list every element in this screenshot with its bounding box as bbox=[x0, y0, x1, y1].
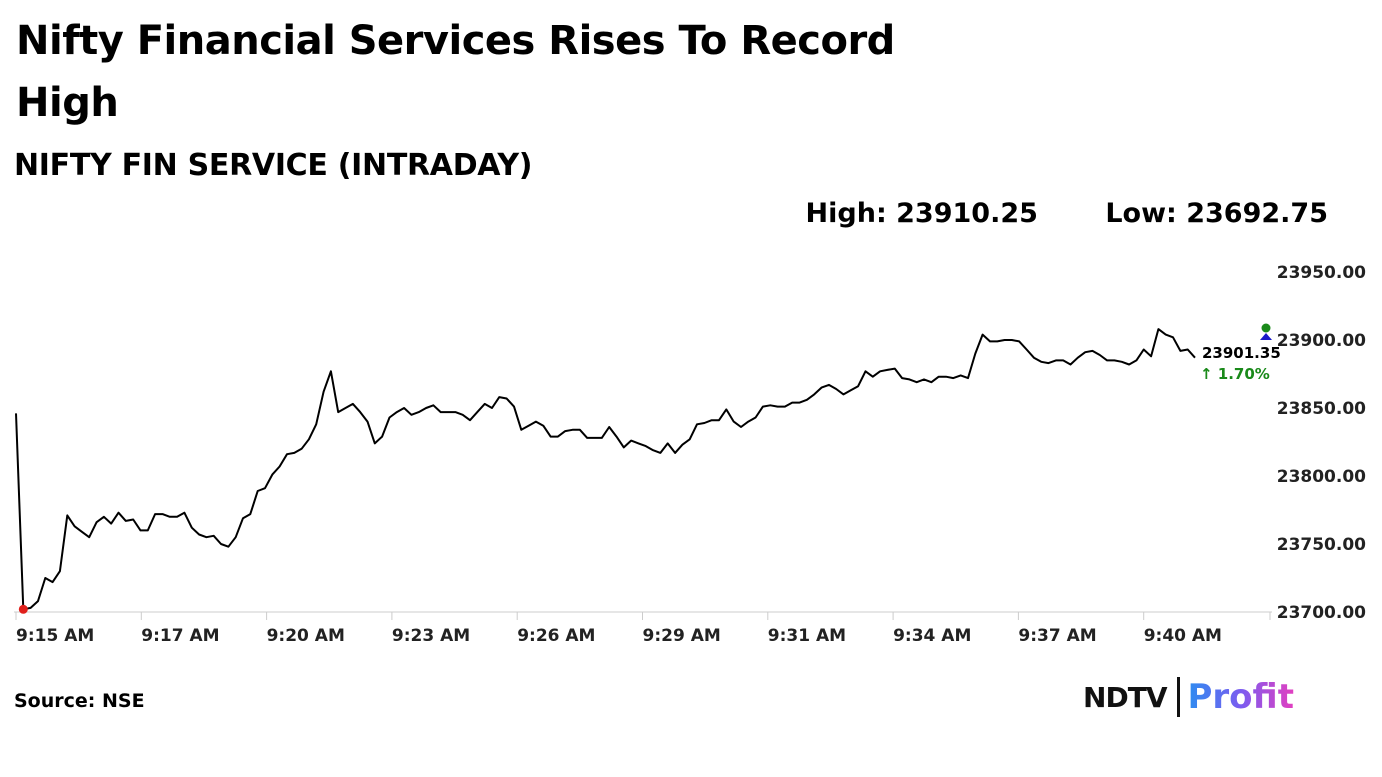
series-line bbox=[15, 328, 1196, 611]
last-value-marker bbox=[1260, 333, 1272, 340]
y-tick-label: 23700.00 bbox=[1277, 603, 1366, 623]
x-tick-label: 9:29 AM bbox=[643, 626, 721, 646]
high-low-stats: High: 23910.25 Low: 23692.75 bbox=[748, 198, 1328, 229]
change-label: ↑ 1.70% bbox=[1200, 365, 1270, 383]
y-tick-label: 23900.00 bbox=[1277, 331, 1366, 351]
y-tick-label: 23800.00 bbox=[1277, 467, 1366, 487]
high-low-markers bbox=[1260, 323, 1272, 340]
y-tick-label: 23850.00 bbox=[1277, 399, 1366, 419]
x-tick-label: 9:40 AM bbox=[1144, 626, 1222, 646]
x-tick-label: 9:20 AM bbox=[267, 626, 345, 646]
profit-wordmark: Profit bbox=[1187, 677, 1295, 717]
last-value-label: 23901.35 bbox=[1202, 344, 1281, 362]
y-tick-label: 23950.00 bbox=[1277, 263, 1366, 283]
y-axis-ticks: 23950.00 23900.00 23850.00 23800.00 23750.00… bbox=[1277, 263, 1366, 623]
low-stat: Low: 23692.75 bbox=[1105, 198, 1328, 229]
x-tick-label: 9:15 AM bbox=[16, 626, 94, 646]
x-tick-label: 9:17 AM bbox=[141, 626, 219, 646]
y-tick-label: 23750.00 bbox=[1277, 535, 1366, 555]
chart-title: NIFTY FIN SERVICE (INTRADAY) bbox=[14, 148, 533, 183]
x-tick-label: 9:23 AM bbox=[392, 626, 470, 646]
logo-divider bbox=[1176, 677, 1180, 717]
x-tick-label: 9:34 AM bbox=[893, 626, 971, 646]
ndtv-profit-logo: NDTV Profit bbox=[1083, 674, 1294, 720]
headline: Nifty Financial Services Rises To Record… bbox=[16, 18, 895, 126]
x-tick-label: 9:26 AM bbox=[517, 626, 595, 646]
x-tick-label: 9:37 AM bbox=[1018, 626, 1096, 646]
high-marker bbox=[1261, 323, 1271, 333]
x-axis-ticks: 9:15 AM 9:17 AM 9:20 AM 9:23 AM 9:26 AM 9:29 … bbox=[15, 612, 1271, 646]
start-point-marker bbox=[18, 604, 28, 614]
intraday-line-chart: 9:15 AM 9:17 AM 9:20 AM 9:23 AM 9:26 AM 9:29 … bbox=[14, 263, 1366, 646]
source-note: Source: NSE bbox=[14, 690, 145, 712]
high-stat: High: 23910.25 bbox=[805, 198, 1038, 229]
ndtv-wordmark: NDTV bbox=[1083, 680, 1167, 714]
x-tick-label: 9:31 AM bbox=[768, 626, 846, 646]
